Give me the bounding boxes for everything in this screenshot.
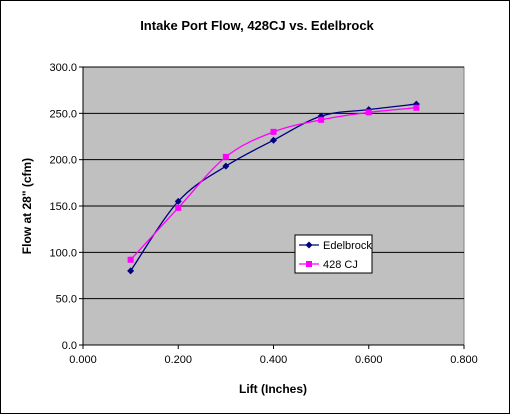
- data-point-428-cj: [222, 153, 229, 160]
- y-tick-label: 250.0: [49, 108, 77, 120]
- y-axis-title: Flow at 28" (cfm): [20, 158, 34, 254]
- x-tick-label: 0.000: [69, 354, 97, 366]
- y-tick-label: 200.0: [49, 155, 77, 167]
- x-tick-label: 0.800: [450, 354, 478, 366]
- y-tick-label: 0.0: [62, 340, 77, 352]
- legend-label-edelbrock: Edelbrock: [323, 240, 372, 252]
- data-point-428-cj: [365, 109, 372, 116]
- y-tick-label: 50.0: [56, 294, 77, 306]
- data-point-edelbrock: [222, 162, 230, 170]
- legend-label-428-cj: 428 CJ: [323, 259, 358, 271]
- x-axis-title: Lift (Inches): [239, 382, 307, 396]
- data-point-edelbrock: [127, 267, 135, 275]
- series-lines: [127, 100, 420, 275]
- data-point-edelbrock: [270, 136, 277, 144]
- x-tick-labels: 0.000 0.200 0.400 0.600 0.800: [69, 345, 478, 366]
- data-point-428-cj: [318, 116, 325, 123]
- x-tick-label: 0.200: [164, 354, 192, 366]
- chart-title: Intake Port Flow, 428CJ vs. Edelbrock: [140, 18, 374, 33]
- legend-marker-428-cj: [306, 261, 312, 267]
- legend: Edelbrock 428 CJ: [294, 234, 373, 274]
- data-point-428-cj: [175, 204, 182, 211]
- x-tick-label: 0.400: [260, 354, 288, 366]
- y-tick-labels: 0.0 50.0 100.0 150.0 200.0 250.0 300.0: [49, 62, 83, 352]
- x-tick-label: 0.600: [355, 354, 383, 366]
- data-point-428-cj: [127, 256, 134, 263]
- y-tick-label: 150.0: [49, 201, 77, 213]
- y-tick-label: 300.0: [49, 62, 77, 74]
- legend-marker-edelbrock: [305, 241, 313, 249]
- y-tick-label: 100.0: [49, 247, 77, 259]
- data-point-edelbrock: [174, 197, 182, 205]
- data-point-428-cj: [413, 104, 420, 111]
- data-point-428-cj: [270, 128, 277, 135]
